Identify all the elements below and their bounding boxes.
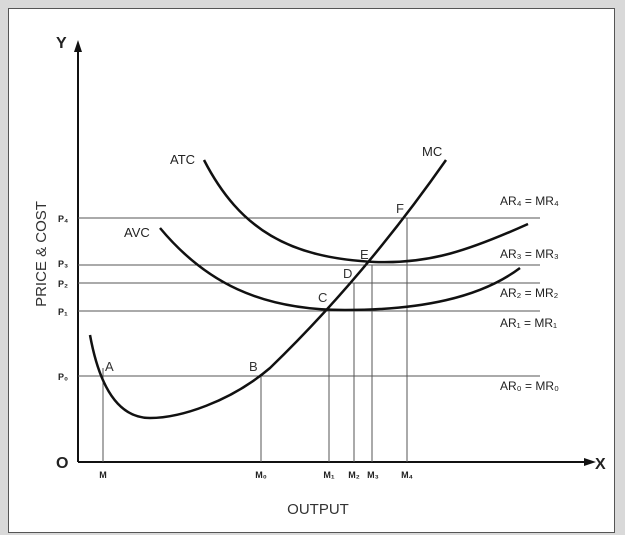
point-c-label: C <box>318 290 327 305</box>
point-b-label: B <box>249 359 258 374</box>
y-axis-arrow <box>74 40 82 52</box>
price-tick-p4: P₄ <box>58 214 68 224</box>
ar0-label: AR₀ = MR₀ <box>500 379 559 393</box>
point-d-label: D <box>343 266 352 281</box>
y-axis-title: PRICE & COST <box>33 201 50 307</box>
price-tick-p2: P₂ <box>58 279 68 289</box>
atc-label: ATC <box>170 152 195 167</box>
ar4-label: AR₄ = MR₄ <box>500 194 559 208</box>
point-e-label: E <box>360 247 369 262</box>
mc-curve <box>88 159 448 420</box>
mc-label: MC <box>422 144 442 159</box>
diagram-panel <box>8 8 615 533</box>
ar2-label: AR₂ = MR₂ <box>500 286 559 300</box>
output-tick-m0: M₀ <box>255 470 267 480</box>
ar3-label: AR₃ = MR₃ <box>500 247 559 261</box>
origin-label: O <box>56 455 68 472</box>
point-f-label: F <box>396 201 404 216</box>
y-axis-end-label: Y <box>56 35 67 52</box>
output-tick-m1: M₁ <box>323 470 334 480</box>
output-tick-m2: M₂ <box>348 470 360 480</box>
x-axis-end-label: X <box>595 456 606 473</box>
ar1-label: AR₁ = MR₁ <box>500 316 557 330</box>
point-a-label: A <box>105 359 114 374</box>
output-tick-m3: M₃ <box>367 470 379 480</box>
x-axis-arrow <box>584 458 596 466</box>
x-axis-title: OUTPUT <box>287 501 349 518</box>
output-tick-m4: M₄ <box>401 470 413 480</box>
avc-curve <box>159 227 521 312</box>
price-tick-p0: P₀ <box>58 372 68 382</box>
atc-curve <box>202 159 529 264</box>
price-tick-p3: P₃ <box>58 259 68 269</box>
avc-label: AVC <box>124 225 150 240</box>
price-tick-p1: P₁ <box>58 307 68 317</box>
output-tick-m: M <box>99 470 107 480</box>
